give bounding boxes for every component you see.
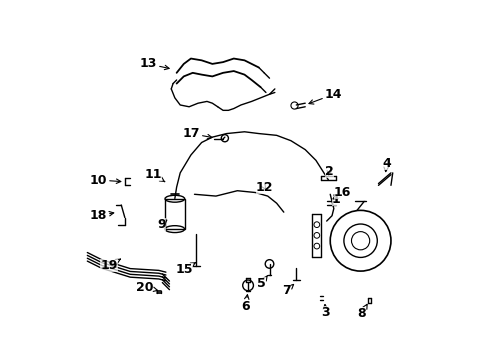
Text: 14: 14 bbox=[308, 88, 342, 104]
Text: 10: 10 bbox=[89, 174, 121, 186]
Text: 17: 17 bbox=[182, 127, 211, 140]
Text: 13: 13 bbox=[139, 57, 169, 71]
Text: 11: 11 bbox=[144, 168, 164, 182]
Text: 19: 19 bbox=[100, 259, 120, 272]
Text: 7: 7 bbox=[282, 284, 293, 297]
Bar bbox=[164, 199, 184, 229]
Text: 15: 15 bbox=[175, 263, 195, 276]
Text: 6: 6 bbox=[241, 295, 249, 313]
Text: 8: 8 bbox=[357, 304, 366, 320]
Text: 9: 9 bbox=[157, 218, 166, 231]
Text: 2: 2 bbox=[324, 165, 333, 177]
Text: 12: 12 bbox=[255, 181, 272, 194]
Text: 20: 20 bbox=[136, 281, 157, 294]
Text: 3: 3 bbox=[321, 305, 329, 319]
Text: 18: 18 bbox=[89, 209, 114, 222]
Text: 16: 16 bbox=[332, 186, 350, 199]
Text: 4: 4 bbox=[381, 157, 390, 172]
Text: 5: 5 bbox=[257, 275, 267, 290]
Text: 1: 1 bbox=[331, 193, 340, 206]
